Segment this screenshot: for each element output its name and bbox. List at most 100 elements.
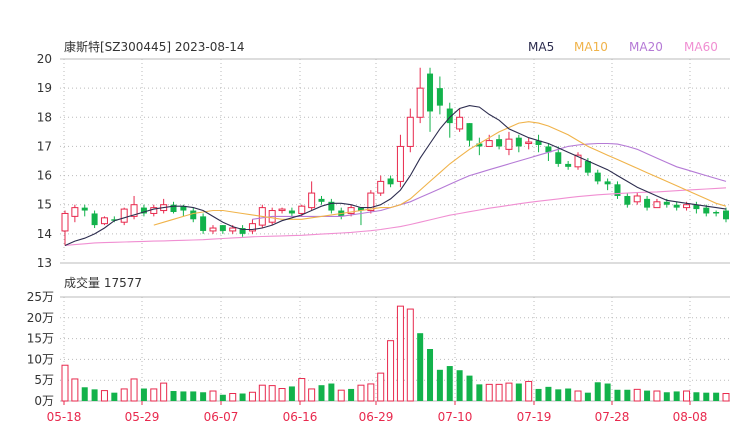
candle	[328, 201, 335, 211]
volume-bar	[633, 388, 641, 402]
candle	[71, 207, 79, 217]
candle	[584, 161, 591, 173]
volume-bar	[308, 388, 316, 402]
volume-bar	[258, 384, 266, 402]
volume-bar	[288, 386, 295, 401]
volume-bars	[61, 305, 730, 402]
candle	[278, 208, 286, 212]
chart-title: 康斯特[SZ300445] 2023-08-14	[64, 39, 245, 54]
candle	[347, 207, 355, 214]
volume-bar	[466, 375, 473, 401]
candle	[427, 73, 434, 112]
volume-bar	[337, 389, 345, 402]
x-axis: 05-18 05-29 06-07 06-16 06-29 07-10 07-19 07-28…	[47, 401, 708, 424]
legend: MA5 MA10 MA20 MA60	[528, 40, 718, 54]
volume-bar	[485, 383, 493, 402]
volume-bar	[348, 388, 355, 401]
volume-bar	[328, 383, 335, 401]
price-tick-label: 13	[37, 256, 52, 270]
x-tick-label: 07-10	[438, 410, 473, 424]
candle	[555, 152, 562, 164]
volume-bar	[653, 390, 661, 402]
volume-bar	[574, 390, 582, 402]
candle	[574, 154, 582, 168]
candle	[703, 207, 710, 214]
volume-bar	[140, 388, 147, 401]
volume-bar	[417, 333, 424, 401]
candle	[81, 207, 88, 211]
candle	[693, 204, 700, 210]
legend-ma10: MA10	[574, 40, 608, 54]
volume-bar	[357, 384, 365, 402]
price-tick-label: 15	[37, 198, 52, 212]
price-tick-label: 19	[37, 81, 52, 95]
volume-tick-label: 0万	[34, 394, 54, 408]
volume-bar	[200, 392, 207, 401]
volume-bar	[515, 383, 522, 401]
volume-bar	[268, 385, 276, 402]
candle	[406, 116, 414, 147]
candle	[496, 139, 503, 147]
price-tick-label: 17	[37, 139, 52, 153]
legend-ma60: MA60	[684, 40, 718, 54]
volume-bar	[703, 392, 710, 401]
volume-bar	[130, 378, 138, 402]
candle	[663, 201, 670, 205]
candle	[387, 178, 394, 185]
candle	[288, 210, 295, 214]
volume-bar	[624, 389, 631, 401]
volume-bar	[190, 391, 197, 401]
candle	[91, 213, 98, 226]
volume-bar	[683, 390, 691, 402]
candle	[111, 219, 118, 221]
volume-bar	[604, 383, 611, 401]
candle	[229, 227, 237, 232]
volume-bar	[545, 386, 552, 401]
candle	[180, 206, 187, 211]
volume-bar	[594, 382, 601, 401]
candle	[239, 228, 246, 234]
legend-ma5: MA5	[528, 40, 554, 54]
volume-bar	[495, 383, 503, 402]
candlesticks	[61, 67, 729, 246]
ma5-line	[64, 105, 727, 247]
volume-bar	[427, 349, 434, 401]
volume-bar	[278, 388, 286, 402]
volume-tick-label: 25万	[27, 290, 54, 304]
candle	[100, 217, 108, 225]
volume-bar	[367, 383, 375, 402]
ma10-line	[153, 121, 727, 226]
candle	[318, 198, 325, 202]
candle	[535, 140, 542, 145]
candle	[396, 145, 404, 182]
volume-bar	[100, 390, 108, 402]
candle	[248, 223, 256, 232]
x-tick-label: 05-29	[125, 410, 160, 424]
volume-bar	[180, 391, 187, 401]
candle	[683, 204, 691, 209]
ma60-line	[64, 187, 727, 247]
ma20-line	[252, 142, 727, 220]
volume-tick-label: 15万	[27, 332, 54, 346]
x-tick-label: 08-08	[673, 410, 708, 424]
volume-bar	[713, 392, 720, 401]
candle	[633, 195, 641, 203]
candle	[485, 140, 493, 147]
volume-bar	[614, 389, 621, 401]
x-tick-label: 06-29	[359, 410, 394, 424]
volume-bar	[377, 372, 385, 402]
volume-bar	[535, 388, 542, 401]
candle	[61, 212, 69, 232]
volume-bar	[298, 378, 306, 402]
volume-bar	[229, 393, 237, 402]
volume-tick-label: 20万	[27, 311, 54, 325]
volume-bar	[91, 389, 98, 401]
candle	[170, 204, 177, 212]
volume-bar	[170, 391, 177, 401]
candle	[545, 146, 552, 153]
candle	[140, 207, 147, 214]
volume-tick-label: 10万	[27, 352, 54, 366]
price-tick-label: 18	[37, 110, 52, 124]
volume-bar	[318, 385, 325, 401]
